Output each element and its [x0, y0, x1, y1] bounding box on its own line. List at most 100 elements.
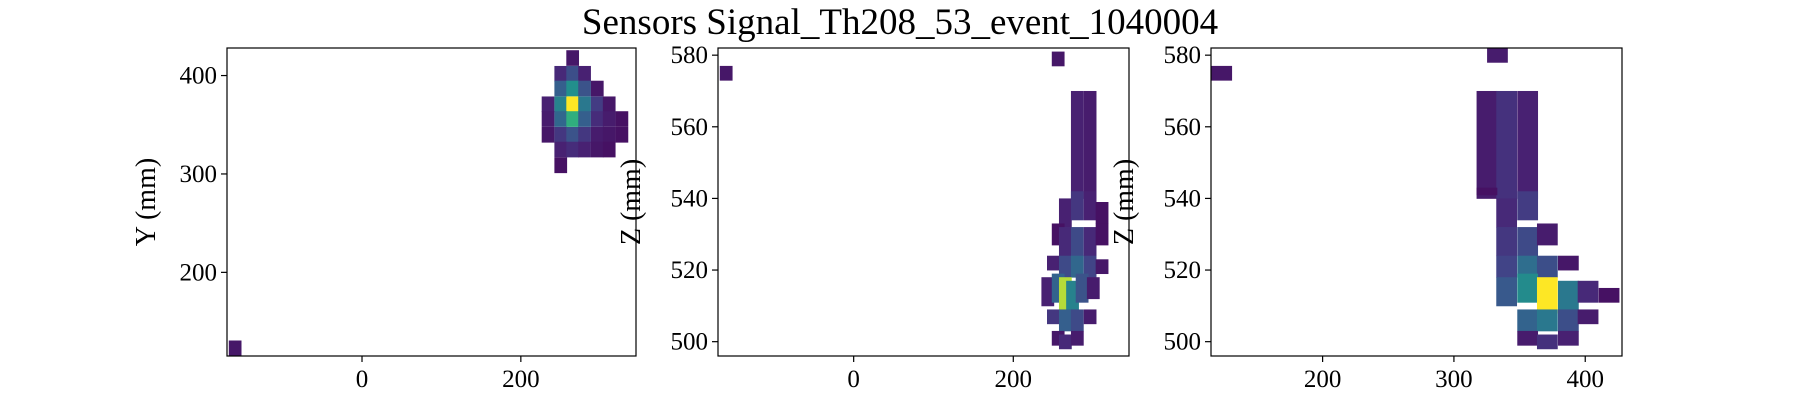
heatmap-cells: [228, 50, 629, 356]
heatmap-cell: [590, 80, 604, 97]
heatmap-cell: [1496, 198, 1518, 228]
heatmap-cells: [719, 51, 1109, 350]
heatmap-cell: [1496, 255, 1518, 278]
heatmap-cell: [1070, 90, 1084, 199]
heatmap-cell: [1070, 309, 1084, 332]
x-tick-label: 300: [1435, 366, 1473, 393]
heatmap-cell: [1517, 330, 1539, 346]
heatmap-cell: [1083, 90, 1097, 199]
heatmap-cell: [541, 111, 555, 127]
y-tick-label: 400: [180, 63, 218, 90]
heatmap-cell: [1070, 330, 1084, 346]
heatmap-cell: [1496, 227, 1518, 257]
x-tick-label: 200: [995, 366, 1033, 393]
y-axis-label: Z (mm): [1109, 159, 1140, 245]
heatmap-cell: [1557, 280, 1579, 310]
heatmap-cell: [566, 50, 580, 66]
heatmap-cell: [1211, 65, 1233, 81]
heatmap-cell: [1598, 287, 1620, 303]
y-tick-label: 580: [1164, 42, 1202, 69]
heatmap-cell: [590, 111, 604, 127]
heatmap-cell: [566, 126, 580, 143]
heatmap-cell: [1095, 223, 1109, 246]
heatmap-cell: [1557, 309, 1579, 332]
y-tick-label: 560: [671, 114, 709, 141]
y-tick-label: 300: [180, 161, 218, 188]
heatmap-cell: [541, 126, 555, 143]
heatmap-cell: [554, 157, 568, 174]
heatmap-cell: [1041, 277, 1055, 307]
heatmap-cell: [554, 141, 568, 158]
heatmap-cell: [1517, 273, 1539, 303]
heatmap-cell: [1095, 202, 1109, 224]
heatmap-cell: [1517, 227, 1539, 257]
heatmap-cell: [602, 111, 616, 127]
heatmap-cell: [1083, 309, 1097, 325]
y-tick-label: 500: [1164, 329, 1202, 356]
heatmap-cell: [228, 340, 242, 356]
heatmap-cell: [1476, 187, 1498, 196]
y-tick-label: 520: [671, 257, 709, 284]
y-axis-label: Y (mm): [131, 158, 162, 246]
heatmap-cell: [1058, 198, 1072, 228]
heatmap-cell: [1536, 334, 1558, 350]
heatmap-cell: [1577, 280, 1599, 303]
y-tick-label: 200: [180, 259, 218, 286]
heatmap-cell: [578, 65, 591, 82]
heatmap-cell: [1046, 255, 1060, 271]
heatmap-cell: [1058, 255, 1072, 278]
heatmap-cell: [615, 111, 629, 127]
heatmap-cell: [566, 65, 580, 82]
x-tick-label: 200: [1304, 366, 1342, 393]
y-tick-label: 540: [1164, 185, 1202, 212]
x-tick-label: 400: [1566, 366, 1604, 393]
heatmap-cell: [1046, 309, 1060, 325]
x-tick-label: 0: [356, 366, 369, 393]
heatmap-cell: [615, 126, 629, 143]
heatmap-cell: [1577, 309, 1599, 325]
heatmap-cell: [1496, 90, 1518, 199]
heatmap-cell: [578, 96, 591, 113]
heatmap-cell: [566, 141, 580, 158]
heatmap-cells: [1211, 48, 1620, 350]
heatmap-cell: [1517, 309, 1539, 332]
plot-frame: [717, 47, 1130, 357]
heatmap-cell: [1070, 255, 1084, 278]
panel-1: 0 200 200 300 400 Y (mm): [131, 47, 637, 393]
heatmap-cell: [578, 126, 591, 143]
heatmap-cell: [578, 80, 591, 97]
heatmap-cell: [1070, 227, 1084, 257]
y-tick-label: 500: [671, 329, 709, 356]
heatmap-cell: [602, 96, 616, 113]
heatmap-cell: [1086, 277, 1100, 300]
heatmap-cell: [602, 126, 616, 143]
heatmap-cell: [1536, 255, 1558, 278]
heatmap-cell: [1095, 259, 1109, 275]
heatmap-cell: [1083, 227, 1097, 257]
heatmap-cell: [1517, 191, 1539, 221]
x-tick-label: 200: [502, 366, 540, 393]
heatmap-cell: [1058, 227, 1072, 257]
heatmap-cell: [554, 111, 568, 127]
heatmap-cell: [1536, 277, 1558, 314]
heatmap-cell: [554, 126, 568, 143]
heatmap-cell: [578, 111, 591, 127]
heatmap-cell: [1083, 255, 1097, 278]
heatmap-cell: [590, 126, 604, 143]
heatmap-cell: [1536, 309, 1558, 332]
y-tick-label: 560: [1164, 114, 1202, 141]
heatmap-cell: [1070, 191, 1084, 221]
heatmap-cell: [566, 96, 580, 113]
panel-3: 200 300 400 500 520 540 560 580 Z (mm): [1109, 42, 1623, 393]
heatmap-cell: [1487, 48, 1508, 63]
panel-2: 0 200 500 520 540 560 580 Z (mm): [616, 42, 1130, 393]
heatmap-cell: [1496, 277, 1518, 307]
plot-frame: [226, 47, 637, 357]
heatmap-cell: [602, 141, 616, 158]
heatmap-cell: [541, 96, 555, 113]
heatmap-cell: [1557, 255, 1579, 271]
y-tick-label: 580: [671, 42, 709, 69]
heatmap-cell: [578, 141, 591, 158]
heatmap-cell: [554, 96, 568, 113]
